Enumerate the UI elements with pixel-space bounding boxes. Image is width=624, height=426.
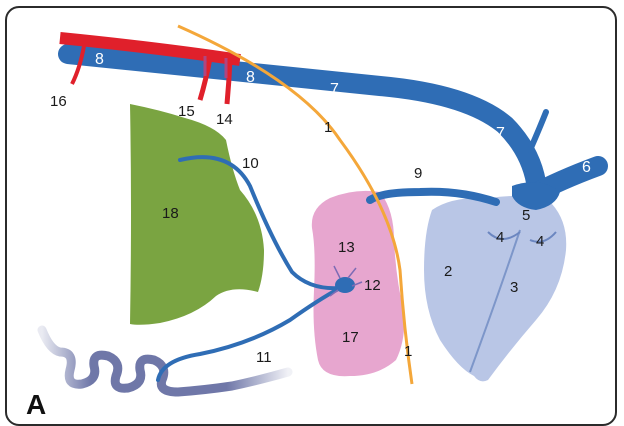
vessel-11: [156, 286, 342, 382]
label-4-right: 4: [536, 233, 544, 250]
vein-junction-5: [512, 182, 560, 210]
heart-septum-line: [469, 229, 521, 373]
artery-branch-15: [197, 57, 213, 101]
label-8-left: 8: [95, 51, 104, 68]
label-18: 18: [162, 205, 179, 222]
vein-branch-up: [527, 109, 549, 153]
label-4-left: 4: [496, 229, 504, 246]
label-13: 13: [338, 239, 355, 256]
label-11: 11: [256, 349, 272, 366]
label-12: 12: [364, 277, 381, 294]
vessel-10: [178, 155, 342, 291]
label-8-mid: 8: [246, 69, 255, 86]
label-7-right: 7: [496, 125, 505, 142]
label-14: 14: [216, 111, 233, 128]
green-organ-18: [130, 104, 264, 325]
label-2: 2: [444, 263, 452, 280]
label-17: 17: [342, 329, 359, 346]
label-1-bottom: 1: [404, 343, 412, 360]
gland-node-branches: [329, 265, 363, 297]
panel-label: A: [26, 389, 46, 416]
heart-valve-right: [529, 231, 557, 243]
orange-line-1: [177, 24, 414, 385]
label-7-mid: 7: [330, 81, 339, 98]
label-3: 3: [510, 279, 518, 296]
label-10: 10: [242, 155, 259, 172]
anatomy-diagram: 8 8 7 7 6 16 15 14 1 10 9 18 13 12 17 1 …: [26, 24, 608, 416]
label-1-top: 1: [324, 119, 332, 136]
label-5: 5: [522, 207, 530, 224]
heart-shape: [424, 196, 567, 382]
artery-branch-16: [70, 45, 86, 85]
main-vein: [58, 44, 546, 192]
label-16: 16: [50, 93, 67, 110]
artery-branch-14: [224, 59, 233, 105]
label-15: 15: [178, 103, 195, 120]
coiled-vessel: [37, 325, 293, 397]
heart-valve-left: [487, 231, 521, 240]
gland-node: [335, 277, 355, 293]
label-6: 6: [582, 159, 591, 176]
vessel-9: [366, 187, 500, 206]
red-artery: [59, 32, 241, 66]
label-9: 9: [414, 165, 422, 182]
